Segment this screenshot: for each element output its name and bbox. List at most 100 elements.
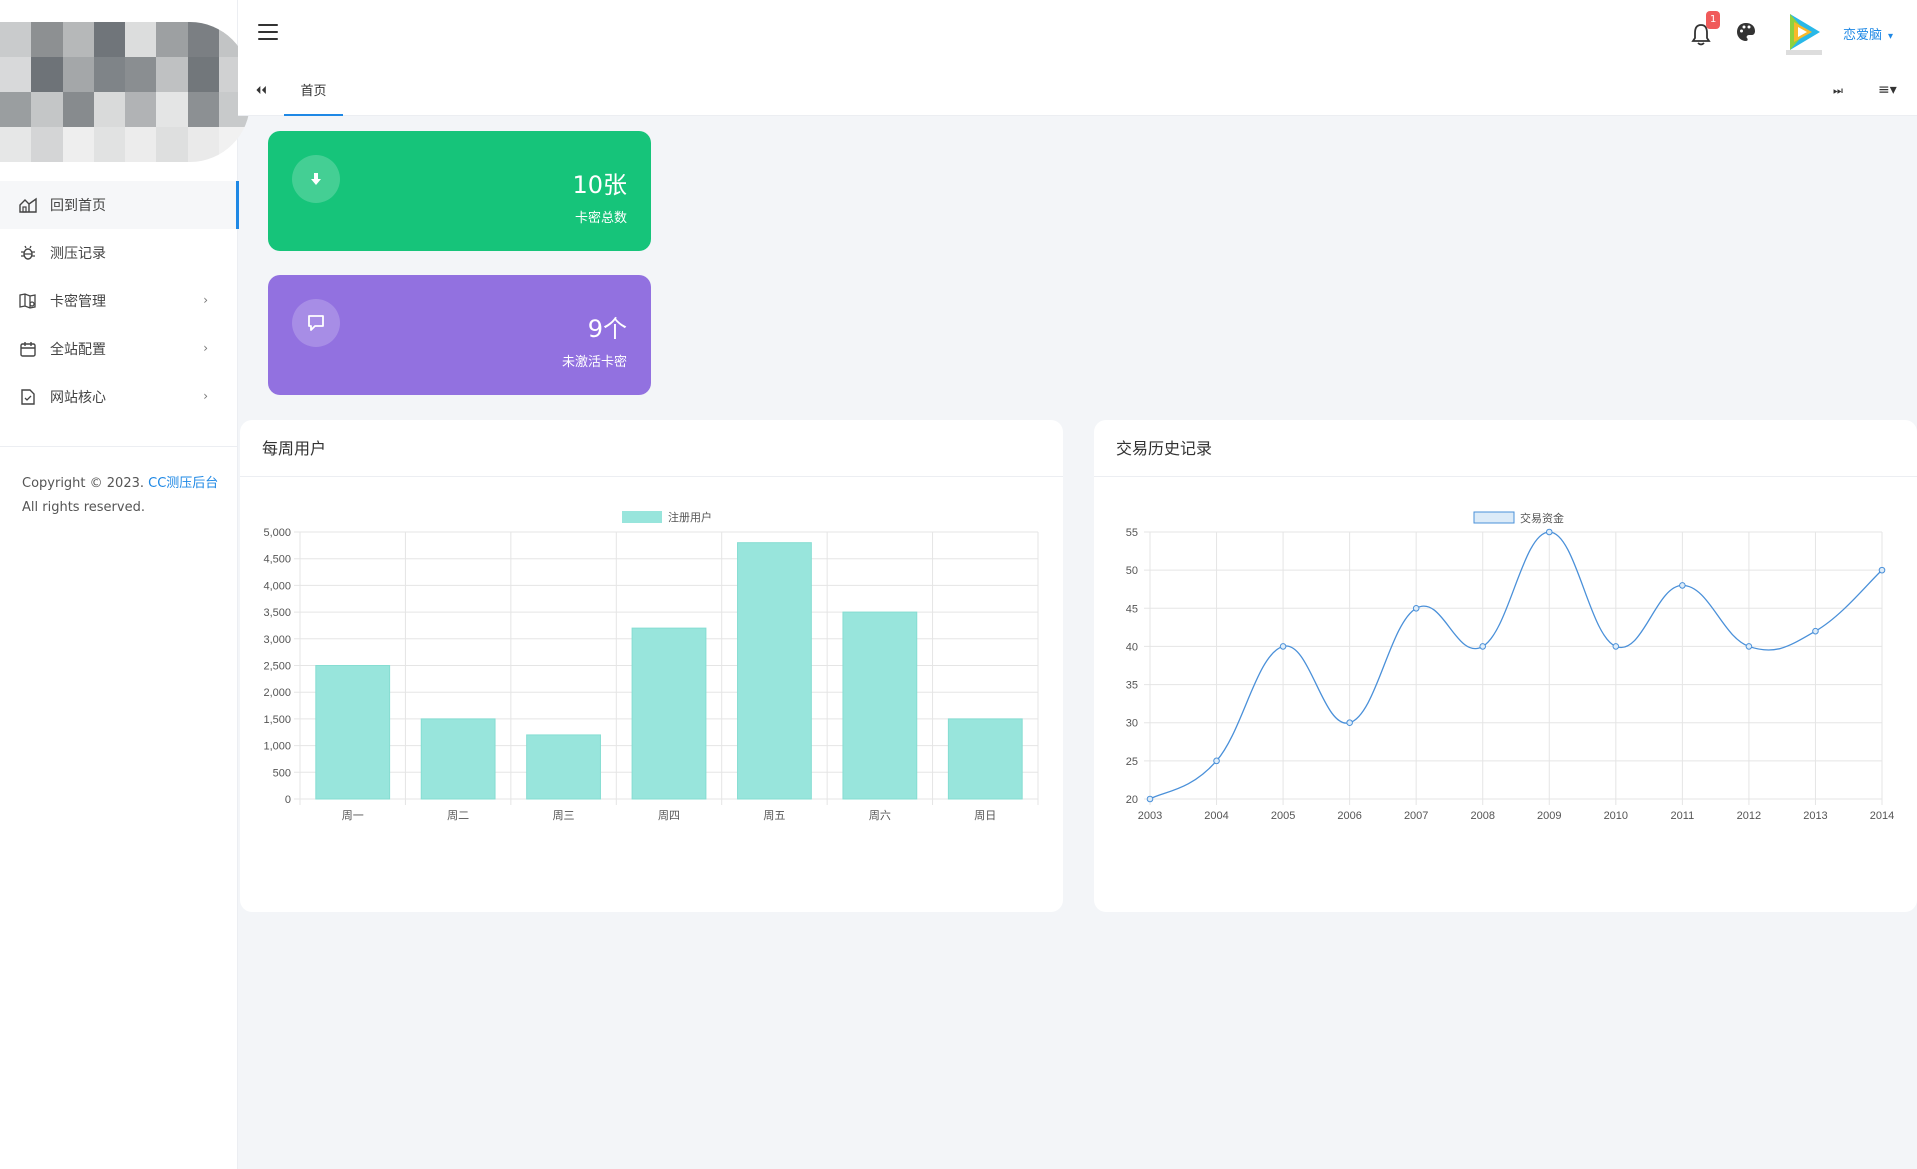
data-point	[1545, 528, 1553, 536]
data-point	[1612, 643, 1620, 650]
y-tick-label: 2,000	[263, 687, 291, 699]
data-point	[1412, 604, 1420, 612]
copyright-suffix: All rights reserved.	[22, 500, 145, 515]
y-tick-label: 4,000	[263, 580, 291, 592]
stat-label: 卡密总数	[574, 211, 627, 226]
copyright-link[interactable]: CC测压后台	[148, 476, 219, 491]
x-tick-label: 周三	[553, 809, 575, 822]
bar	[526, 734, 601, 800]
x-tick-label: 周一	[342, 809, 364, 822]
palette-icon[interactable]	[1736, 22, 1758, 44]
calendar-icon	[18, 339, 38, 359]
caret-down-icon: ▾	[1888, 31, 1894, 42]
stat-value: 10张	[572, 171, 627, 199]
y-tick-label: 40	[1126, 641, 1138, 653]
map-icon	[18, 291, 38, 311]
sidebar-item-test-records[interactable]: 测压记录	[0, 229, 238, 277]
tabs-bar: ⏴⏴ 首页 ⏭ ≡▾	[238, 68, 1917, 116]
sidebar-item-label: 回到首页	[50, 198, 106, 214]
bell-icon[interactable]	[1690, 22, 1714, 46]
x-tick-label: 周四	[658, 809, 680, 822]
legend-swatch	[622, 511, 662, 523]
data-point	[1812, 627, 1819, 635]
sidebar-nav: 回到首页 测压记录 卡密管理 › 全站配置 › 网站核心	[0, 181, 239, 421]
x-tick-label: 周日	[974, 809, 996, 822]
x-tick-label: 周五	[763, 809, 785, 822]
sidebar-item-card-management[interactable]: 卡密管理 ›	[0, 277, 238, 325]
data-point	[1479, 643, 1487, 650]
y-tick-label: 2,500	[263, 661, 291, 673]
data-point	[1745, 643, 1753, 650]
x-tick-label: 2011	[1671, 810, 1695, 822]
sidebar-item-label: 测压记录	[50, 246, 106, 262]
x-tick-label: 2014	[1870, 810, 1894, 822]
y-tick-label: 3,000	[263, 634, 291, 646]
legend-swatch	[1473, 511, 1515, 524]
x-tick-label: 2007	[1404, 810, 1428, 822]
x-tick-label: 2013	[1803, 810, 1827, 822]
panel-title: 每周用户	[240, 420, 1063, 477]
y-tick-label: 45	[1126, 603, 1138, 615]
sidebar-item-home[interactable]: 回到首页	[0, 181, 239, 229]
logo	[0, 22, 250, 162]
tab-menu-icon[interactable]: ≡▾	[1878, 82, 1897, 98]
y-tick-label: 35	[1126, 680, 1138, 692]
message-icon	[292, 299, 340, 347]
copyright-prefix: Copyright © 2023.	[22, 476, 149, 491]
sidebar-item-site-config[interactable]: 全站配置 ›	[0, 325, 238, 373]
transaction-history-panel: 交易历史记录 20 25 30 35 40 45 50 55 2003 2004 2005 2006 2…	[1094, 420, 1917, 912]
sidebar-item-label: 全站配置	[50, 342, 106, 358]
download-icon	[292, 155, 340, 203]
y-tick-label: 500	[273, 767, 291, 779]
bar	[631, 627, 707, 800]
y-tick-label: 25	[1126, 756, 1138, 768]
stat-label: 未激活卡密	[561, 355, 627, 370]
data-point	[1346, 719, 1353, 727]
chevron-right-icon: ›	[203, 341, 208, 355]
sidebar-item-label: 网站核心	[50, 390, 106, 406]
data-point	[1679, 582, 1686, 589]
y-tick-label: 55	[1126, 527, 1138, 539]
x-tick-label: 2004	[1204, 810, 1228, 822]
x-tick-label: 周六	[869, 809, 891, 822]
sidebar-item-site-core[interactable]: 网站核心 ›	[0, 373, 238, 421]
y-tick-label: 30	[1126, 718, 1138, 730]
y-tick-label: 1,500	[263, 714, 291, 726]
data-point	[1213, 757, 1220, 765]
x-tick-label: 2003	[1138, 810, 1162, 822]
bug-icon	[18, 243, 38, 263]
x-tick-label: 2009	[1537, 810, 1561, 822]
avatar[interactable]	[1784, 10, 1824, 56]
weekly-users-chart: 0 500 1,000 1,500 2,000 2,500 3,000 3,500 4,000 4…	[263, 510, 1039, 822]
y-tick-label: 4,500	[263, 554, 291, 566]
copyright: Copyright © 2023. CC测压后台 All rights rese…	[22, 472, 218, 520]
divider	[0, 446, 238, 447]
bar	[737, 542, 812, 800]
y-tick-label: 20	[1126, 794, 1138, 806]
chevron-right-icon: ›	[203, 389, 208, 403]
y-tick-label: 3,500	[263, 607, 291, 619]
notification-badge: 1	[1706, 11, 1721, 29]
x-tick-label: 2012	[1737, 810, 1761, 822]
legend-label: 注册用户	[668, 510, 712, 524]
x-tick-label: 2008	[1470, 810, 1494, 822]
y-tick-label: 50	[1126, 565, 1138, 577]
y-tick-label: 1,000	[263, 741, 291, 753]
data-point	[1279, 643, 1287, 650]
chevron-right-icon: ›	[203, 293, 208, 307]
username: 恋爱脑	[1843, 28, 1883, 43]
x-tick-label: 2005	[1271, 810, 1295, 822]
tab-scroll-right-icon[interactable]: ⏭	[1833, 84, 1843, 97]
x-tick-label: 2006	[1337, 810, 1361, 822]
sidebar-item-label: 卡密管理	[50, 294, 106, 310]
legend-label: 交易资金	[1520, 511, 1564, 525]
tab-scroll-left-icon[interactable]: ⏴⏴	[256, 84, 267, 97]
menu-toggle-icon[interactable]	[258, 24, 278, 42]
user-menu[interactable]: 恋爱脑 ▾	[1843, 24, 1893, 43]
weekly-users-panel: 每周用户 0 500 1,000 1,500 2,000 2,500 3,000 3,500 4…	[240, 420, 1063, 912]
bar	[315, 665, 391, 800]
sidebar: 回到首页 测压记录 卡密管理 › 全站配置 › 网站核心	[0, 0, 250, 1169]
tab-home[interactable]: 首页	[284, 68, 343, 116]
data-point	[1146, 795, 1154, 803]
bar	[947, 718, 1023, 800]
